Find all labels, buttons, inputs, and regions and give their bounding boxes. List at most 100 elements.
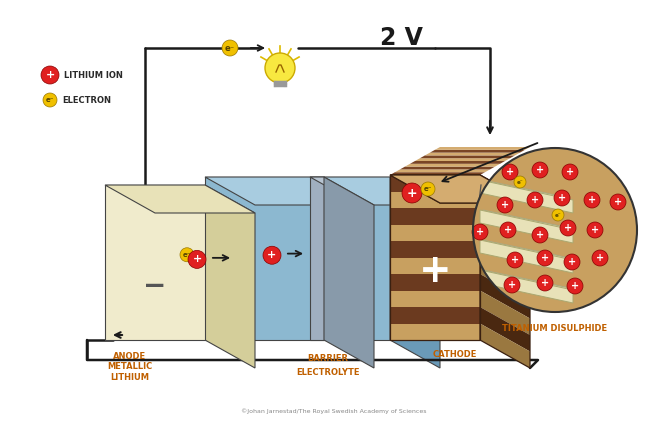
Text: +: +	[508, 280, 516, 290]
Polygon shape	[310, 177, 374, 205]
Circle shape	[473, 148, 637, 312]
Circle shape	[41, 66, 59, 84]
Text: +: +	[476, 227, 484, 237]
Polygon shape	[205, 177, 390, 340]
Circle shape	[537, 250, 553, 266]
Circle shape	[552, 209, 564, 221]
Text: e⁻: e⁻	[225, 43, 235, 52]
Polygon shape	[425, 153, 520, 155]
Circle shape	[532, 227, 548, 243]
Polygon shape	[483, 210, 570, 240]
Circle shape	[554, 190, 570, 206]
Polygon shape	[390, 177, 440, 368]
Polygon shape	[480, 208, 530, 252]
Polygon shape	[390, 172, 485, 175]
Polygon shape	[480, 324, 530, 368]
Circle shape	[222, 40, 238, 56]
Polygon shape	[310, 177, 324, 340]
Polygon shape	[390, 257, 480, 274]
Circle shape	[497, 197, 513, 213]
Text: +: +	[591, 225, 599, 235]
Circle shape	[610, 194, 626, 210]
Polygon shape	[480, 290, 530, 335]
Polygon shape	[483, 240, 570, 270]
Polygon shape	[480, 300, 573, 333]
Text: +: +	[192, 254, 202, 265]
Polygon shape	[480, 257, 530, 302]
Polygon shape	[415, 158, 510, 161]
Polygon shape	[105, 185, 255, 213]
Polygon shape	[435, 147, 530, 150]
Circle shape	[567, 278, 583, 294]
Text: +: +	[558, 193, 566, 203]
Text: BARRIER: BARRIER	[307, 354, 349, 363]
Polygon shape	[480, 225, 530, 269]
Polygon shape	[410, 161, 505, 164]
Polygon shape	[395, 169, 490, 172]
Text: +: +	[596, 253, 604, 263]
Polygon shape	[390, 274, 480, 290]
Circle shape	[587, 222, 603, 238]
Polygon shape	[390, 324, 480, 340]
Circle shape	[473, 148, 637, 312]
Polygon shape	[390, 208, 480, 225]
Text: +: +	[536, 230, 544, 240]
Circle shape	[502, 164, 518, 180]
Circle shape	[188, 250, 206, 268]
Text: +: +	[501, 200, 509, 210]
Text: e⁻: e⁻	[554, 213, 561, 217]
Text: +: +	[541, 278, 549, 288]
Polygon shape	[480, 274, 530, 319]
Polygon shape	[483, 270, 570, 300]
Text: e⁻: e⁻	[424, 186, 432, 192]
Polygon shape	[480, 175, 530, 219]
Text: +: +	[568, 257, 576, 267]
Circle shape	[43, 93, 57, 107]
Text: +: +	[511, 255, 519, 265]
Text: +: +	[588, 195, 596, 205]
Polygon shape	[105, 185, 205, 340]
Circle shape	[402, 183, 422, 203]
Text: ANODE
METALLIC
LITHIUM: ANODE METALLIC LITHIUM	[108, 352, 152, 382]
Polygon shape	[205, 177, 440, 205]
Text: CATHODE: CATHODE	[433, 350, 477, 359]
Text: LITHIUM ION: LITHIUM ION	[64, 70, 123, 79]
Polygon shape	[390, 307, 480, 324]
Circle shape	[592, 250, 608, 266]
Polygon shape	[420, 155, 515, 158]
Text: +: +	[564, 223, 572, 233]
Text: 2 V: 2 V	[380, 26, 423, 50]
Circle shape	[564, 254, 580, 270]
Text: TITANIUM DISULPHIDE: TITANIUM DISULPHIDE	[502, 324, 608, 333]
Polygon shape	[390, 241, 480, 257]
Text: e⁻: e⁻	[183, 252, 191, 258]
Text: +: +	[419, 252, 452, 289]
Polygon shape	[390, 225, 480, 241]
Circle shape	[532, 162, 548, 178]
Polygon shape	[405, 164, 500, 167]
Polygon shape	[480, 270, 573, 303]
Circle shape	[263, 246, 281, 264]
Circle shape	[560, 220, 576, 236]
Polygon shape	[324, 177, 374, 368]
Circle shape	[504, 277, 520, 293]
Polygon shape	[480, 180, 573, 213]
Circle shape	[562, 164, 578, 180]
Text: +: +	[45, 70, 55, 80]
Polygon shape	[390, 175, 480, 192]
Polygon shape	[430, 150, 525, 153]
Circle shape	[527, 192, 543, 208]
Text: +: +	[536, 165, 544, 175]
Circle shape	[514, 176, 526, 188]
Text: +: +	[504, 225, 512, 235]
Text: +: +	[541, 253, 549, 263]
Circle shape	[180, 248, 194, 262]
Polygon shape	[480, 210, 573, 243]
Text: ELECTROLYTE: ELECTROLYTE	[296, 368, 360, 377]
Text: +: +	[267, 250, 277, 260]
Polygon shape	[483, 180, 570, 210]
Polygon shape	[390, 175, 530, 203]
Text: ©Johan Jarnestad/The Royal Swedish Academy of Sciences: ©Johan Jarnestad/The Royal Swedish Acade…	[241, 408, 427, 414]
Text: +: +	[614, 197, 622, 207]
Polygon shape	[480, 241, 530, 286]
